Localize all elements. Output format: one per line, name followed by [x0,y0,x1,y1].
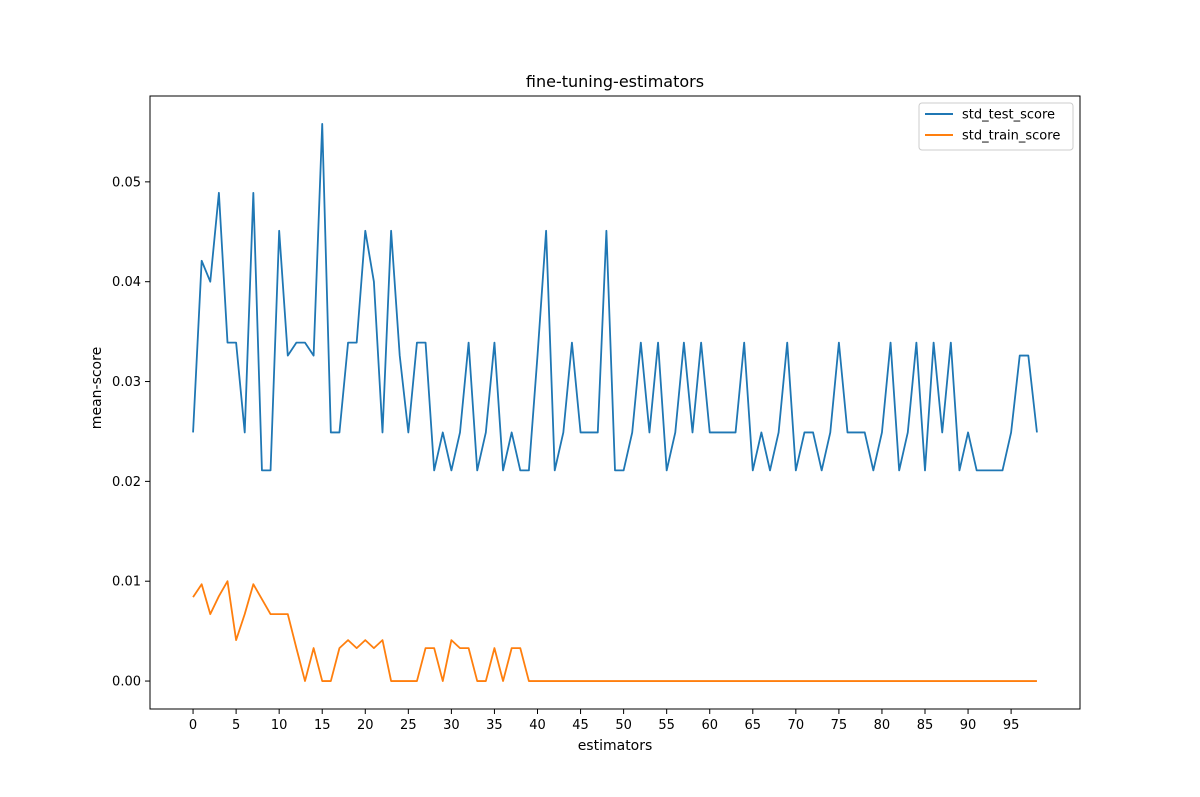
x-tick-label: 5 [232,718,240,733]
x-tick-label: 60 [701,718,718,733]
x-tick-label: 25 [400,718,417,733]
y-tick-label: 0.04 [112,275,141,290]
legend-box [918,102,1074,151]
x-tick-label: 10 [271,718,288,733]
y-axis-label: mean-score [89,347,105,429]
x-tick-label: 80 [874,718,891,733]
x-tick-label: 45 [572,718,589,733]
plot-frame [149,95,1081,710]
x-tick-label: 20 [357,718,374,733]
y-tick-label: 0.03 [112,375,141,390]
x-tick-label: 35 [486,718,503,733]
x-tick-label: 75 [831,718,848,733]
x-tick-label: 65 [745,718,762,733]
y-tick-label: 0.01 [112,575,141,590]
legend: std_test_score std_train_score [918,102,1074,151]
x-tick-label: 55 [658,718,675,733]
x-tick-label: 95 [1003,718,1020,733]
chart-title: fine-tuning-estimators [526,72,704,91]
x-tick-label: 0 [189,718,197,733]
x-tick-label: 40 [529,718,546,733]
y-tick-label: 0.00 [112,675,141,690]
legend-label-std_test_score: std_test_score [962,108,1055,123]
y-tick-label: 0.05 [112,175,141,190]
x-tick-label: 90 [960,718,977,733]
x-tick-label: 30 [443,718,460,733]
x-tick-label: 50 [615,718,632,733]
x-tick-label: 15 [314,718,331,733]
x-tick-label: 85 [917,718,934,733]
x-axis-label: estimators [578,738,653,754]
legend-label-std_train_score: std_train_score [962,129,1060,144]
series-line-std_train_score [192,580,1037,682]
y-tick-label: 0.02 [112,475,141,490]
x-tick-label: 70 [788,718,805,733]
y-axis: 0.00 0.01 0.02 0.03 0.04 0.05 [112,175,150,690]
series-line-std_test_score [192,123,1038,472]
plot-area [149,95,1081,710]
x-axis: 0 5 10 15 20 25 30 35 40 45 50 55 60 65 70 75 80 85 90 95 [189,709,1019,733]
